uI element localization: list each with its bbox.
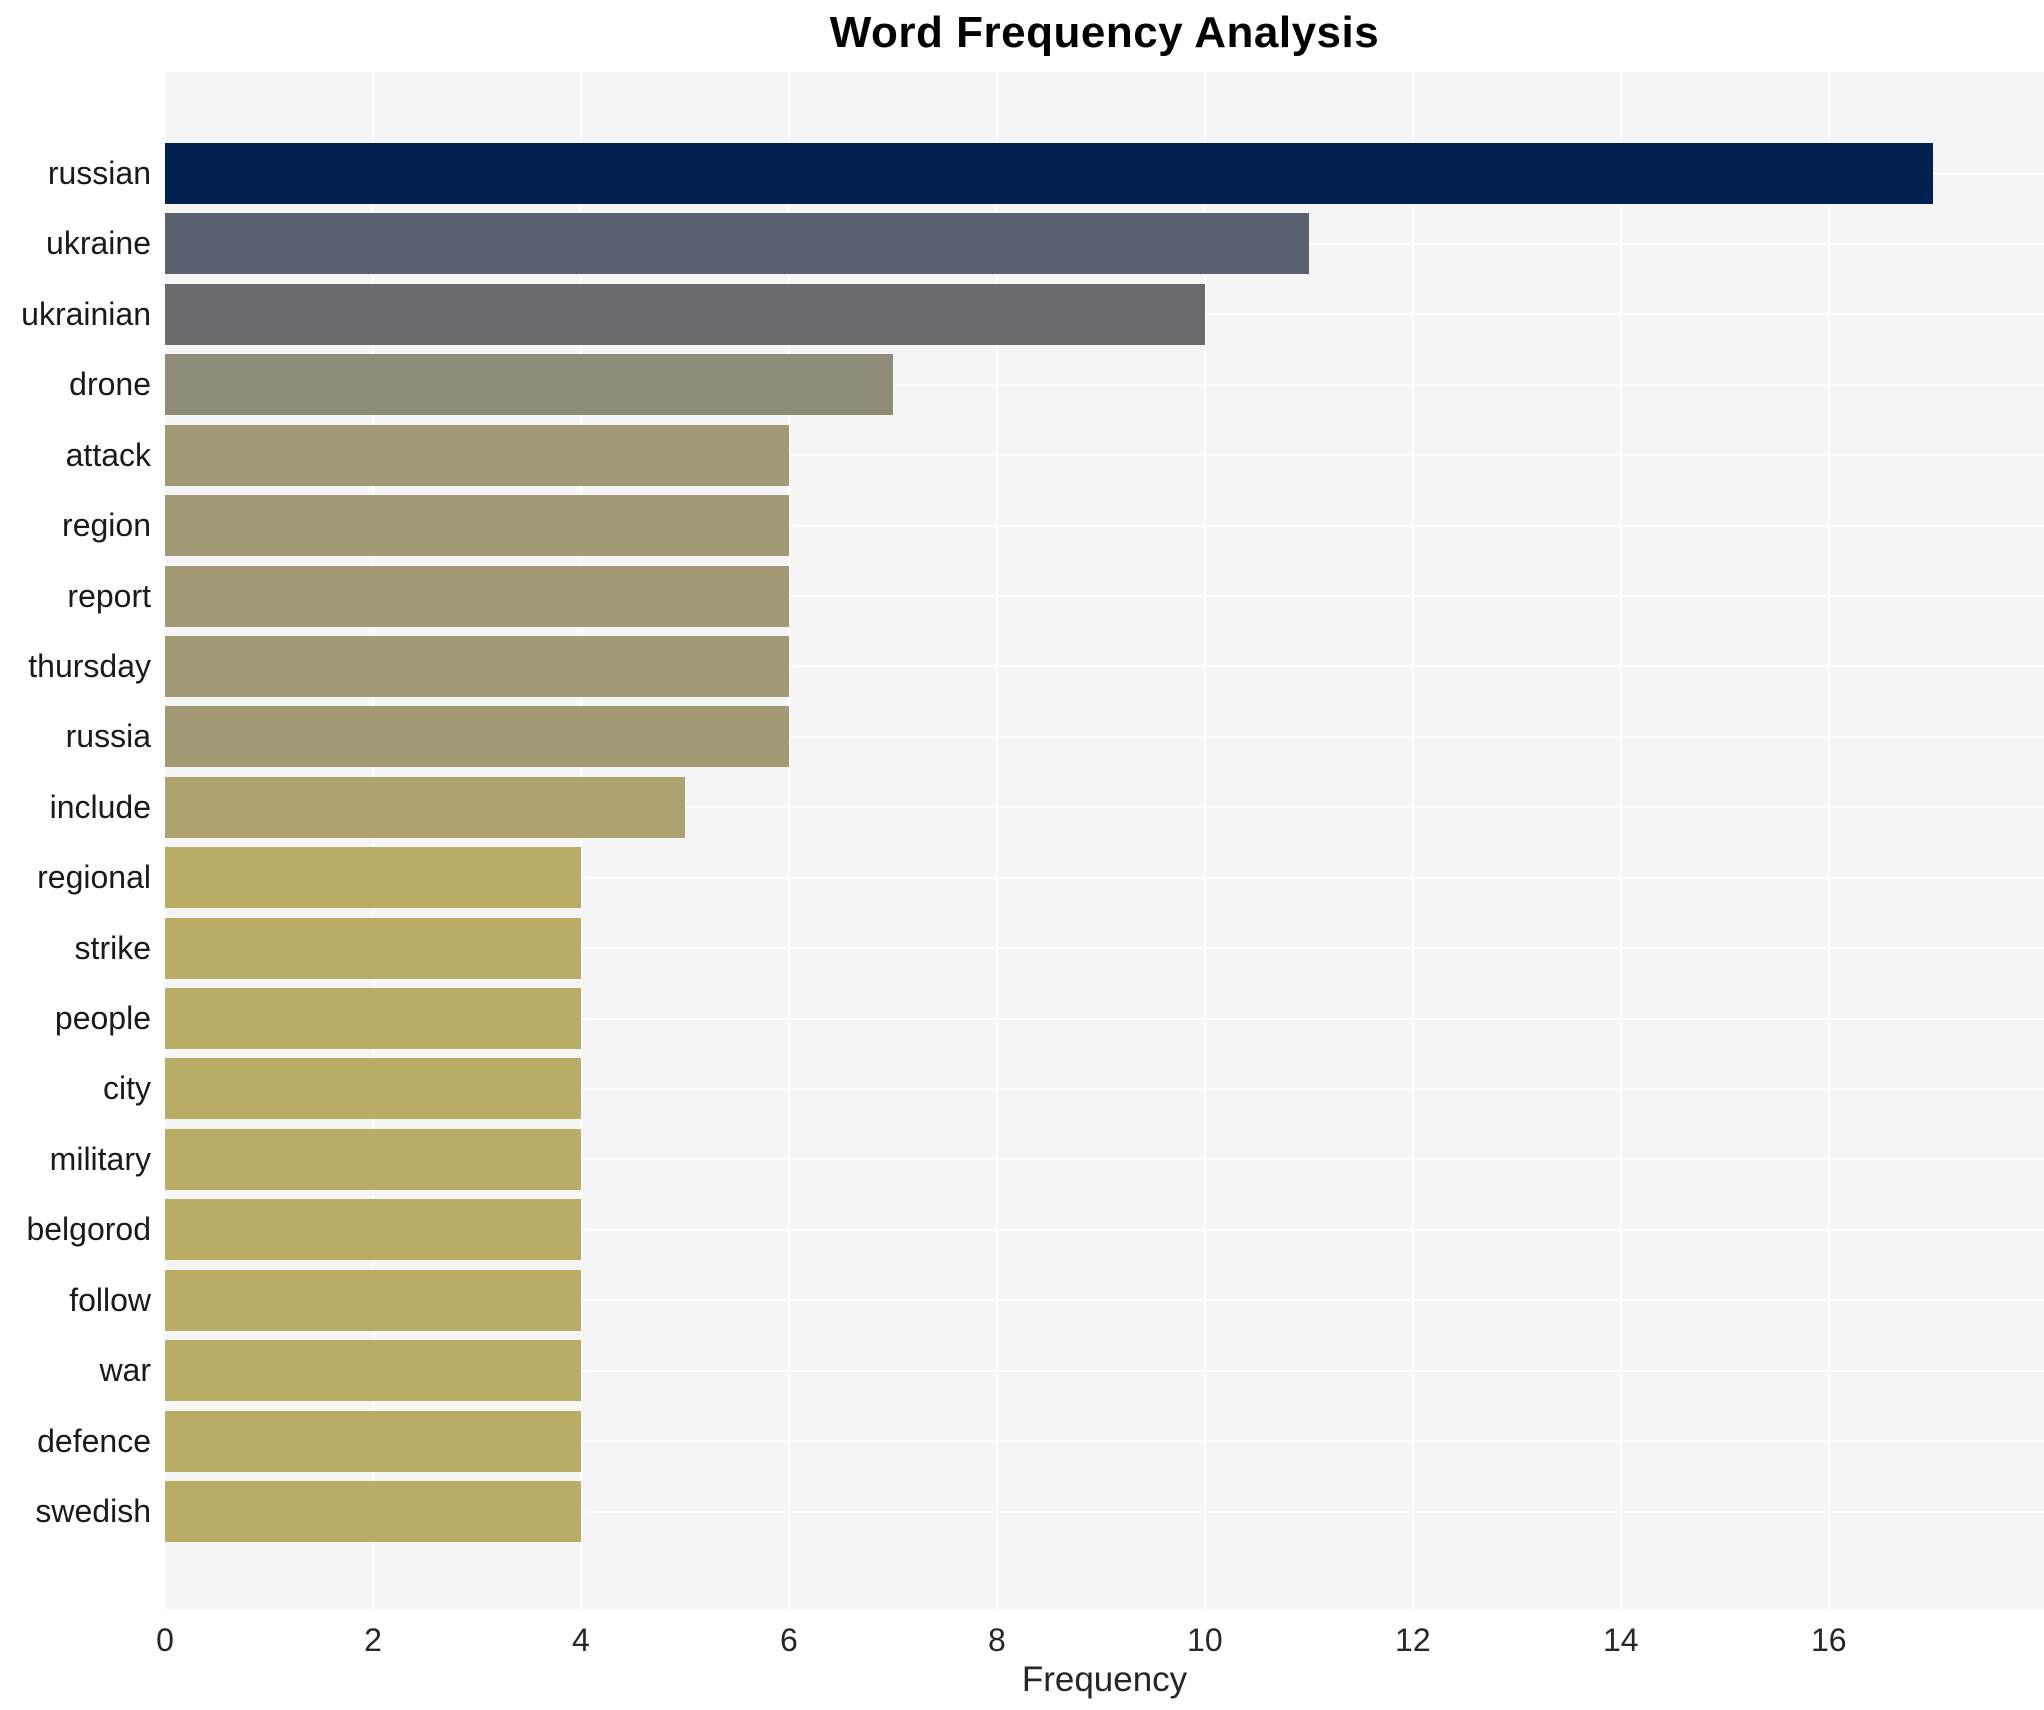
chart-title: Word Frequency Analysis	[829, 8, 1380, 57]
y-label-include: include	[49, 788, 151, 825]
x-tick-16: 16	[1810, 1622, 1847, 1658]
bar-follow	[165, 1269, 581, 1331]
h-gridline	[165, 665, 2044, 668]
h-gridline	[165, 1440, 2044, 1443]
v-gridline	[1827, 72, 1830, 1609]
x-axis-title: Frequency	[1021, 1660, 1188, 1699]
y-label-swedish: swedish	[35, 1493, 151, 1529]
bar-people	[165, 988, 581, 1050]
bar-ukrainian	[165, 283, 1205, 345]
v-gridline	[1203, 72, 1206, 1609]
h-gridline	[165, 1369, 2044, 1372]
y-label-belgorod: belgorod	[26, 1211, 151, 1248]
h-gridline	[165, 1299, 2044, 1302]
bar-ukraine	[165, 213, 1309, 275]
bar-belgorod	[165, 1199, 581, 1261]
bar-defence	[165, 1410, 581, 1472]
y-label-city: city	[103, 1070, 151, 1107]
bar-thursday	[165, 635, 789, 697]
x-tick-12: 12	[1395, 1622, 1431, 1658]
x-tick-14: 14	[1602, 1622, 1639, 1658]
x-tick-6: 6	[780, 1622, 798, 1658]
h-gridline	[165, 735, 2044, 738]
h-gridline	[165, 1017, 2044, 1020]
v-gridline	[579, 72, 582, 1609]
y-label-war: war	[99, 1352, 151, 1389]
bar-russia	[165, 706, 789, 768]
h-gridline	[165, 454, 2044, 457]
h-gridline	[165, 1158, 2044, 1161]
bar-war	[165, 1340, 581, 1402]
bar-city	[165, 1058, 581, 1120]
x-tick-4: 4	[572, 1622, 590, 1658]
h-gridline	[165, 876, 2044, 879]
y-label-russia: russia	[65, 718, 151, 755]
bar-drone	[165, 354, 893, 416]
bar-strike	[165, 917, 581, 979]
bar-regional	[165, 847, 581, 909]
h-gridline	[165, 1087, 2044, 1090]
y-label-follow: follow	[69, 1281, 151, 1318]
bar-region	[165, 495, 789, 557]
bar-swedish	[165, 1481, 581, 1542]
h-gridline	[165, 383, 2044, 386]
y-label-attack: attack	[65, 436, 151, 473]
bar-include	[165, 776, 685, 838]
y-label-regional: regional	[37, 859, 151, 896]
h-gridline	[165, 1228, 2044, 1231]
x-tick-2: 2	[364, 1622, 382, 1658]
v-gridline	[164, 72, 166, 1609]
y-label-region: region	[62, 507, 151, 544]
x-tick-10: 10	[1187, 1622, 1223, 1658]
h-gridline	[165, 595, 2044, 598]
h-gridline	[165, 806, 2044, 809]
bar-attack	[165, 424, 789, 486]
v-gridline	[787, 72, 790, 1609]
bar-report	[165, 565, 789, 627]
v-gridline	[1619, 72, 1622, 1609]
bar-russian	[165, 143, 1933, 204]
y-label-military: military	[49, 1140, 151, 1177]
y-label-thursday: thursday	[28, 647, 151, 684]
y-label-russian: russian	[47, 155, 151, 191]
y-label-drone: drone	[69, 366, 151, 403]
h-gridline	[165, 1510, 2044, 1513]
plot-area	[164, 72, 2044, 1609]
y-label-defence: defence	[37, 1422, 151, 1459]
x-tick-8: 8	[987, 1622, 1006, 1658]
v-gridline	[371, 72, 374, 1609]
y-label-ukraine: ukraine	[46, 225, 151, 262]
v-gridline	[995, 72, 998, 1609]
v-gridline	[1411, 72, 1414, 1609]
y-label-ukrainian: ukrainian	[21, 295, 151, 332]
y-label-strike: strike	[74, 929, 151, 966]
x-tick-0: 0	[156, 1622, 174, 1658]
h-gridline	[165, 947, 2044, 950]
y-label-report: report	[67, 577, 151, 614]
bar-military	[165, 1128, 581, 1190]
y-label-people: people	[54, 1000, 151, 1037]
h-gridline	[165, 524, 2044, 527]
